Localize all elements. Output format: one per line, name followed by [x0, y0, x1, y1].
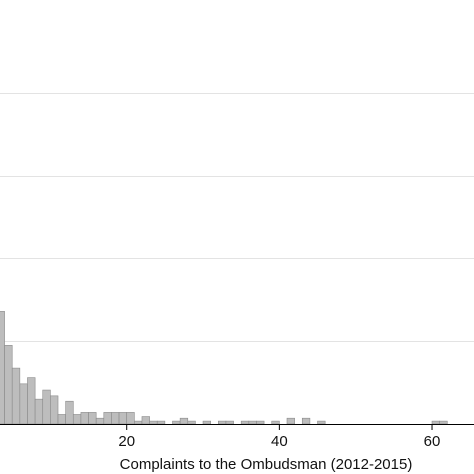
histogram-bar [103, 412, 112, 425]
histogram-bar [111, 412, 120, 425]
histogram-bar [11, 367, 21, 425]
histogram-bar [118, 412, 127, 425]
histogram-bar [88, 412, 97, 425]
histogram-bar [0, 311, 5, 425]
histogram-bar [19, 383, 28, 425]
histogram-bar [439, 420, 448, 425]
histogram-bar [34, 398, 44, 425]
histogram-bar [187, 420, 196, 425]
x-tick-label: 60 [424, 433, 441, 450]
histogram-bar [179, 417, 189, 425]
histogram-bar [72, 414, 82, 425]
histogram-bar [126, 412, 135, 425]
histogram-bar [27, 377, 36, 425]
histogram-bar [80, 412, 89, 425]
histogram-bar [156, 420, 166, 425]
histogram-bars [0, 311, 448, 425]
histogram-bar [202, 420, 211, 425]
histogram-bar [149, 420, 158, 425]
histogram-bar [271, 420, 280, 425]
histogram-bar [218, 420, 227, 425]
x-tick-label: 40 [271, 433, 288, 450]
histogram-bar [134, 420, 143, 425]
histogram-bar [225, 420, 234, 425]
histogram-bar [172, 420, 181, 425]
histogram-bar [50, 395, 59, 425]
histogram-bar [248, 420, 257, 425]
x-axis-title: Complaints to the Ombudsman (2012-2015) [120, 456, 413, 473]
histogram-bar [42, 389, 51, 425]
histogram-bar [431, 420, 440, 425]
histogram-bar [4, 345, 13, 425]
histogram-bar [256, 420, 265, 425]
histogram-bar [286, 417, 295, 425]
histogram-bar [95, 417, 105, 425]
x-axis-ticks: 20 40 60 [118, 424, 440, 450]
histogram-bar [301, 417, 311, 425]
gridlines [0, 93, 474, 342]
x-tick-label: 20 [118, 433, 135, 450]
histogram-bar [57, 414, 66, 425]
histogram-bar [317, 420, 326, 425]
histogram-bar [240, 420, 250, 425]
histogram-bar [141, 416, 150, 425]
histogram-bar [65, 400, 74, 425]
